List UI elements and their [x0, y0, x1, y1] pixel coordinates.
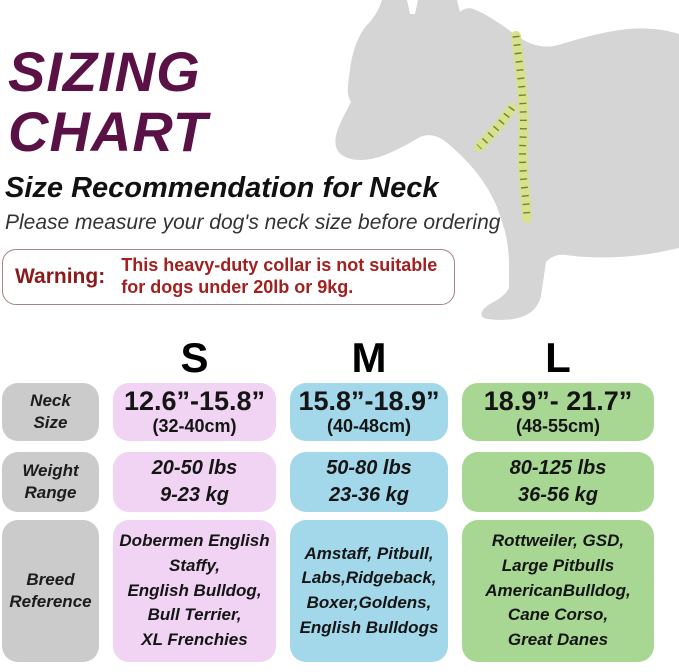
breed-reference-s: Dobermen English Staffy, English Bulldog…	[113, 520, 276, 662]
warning-message: This heavy-duty collar is not suitable f…	[121, 255, 438, 297]
size-header-l: L	[545, 334, 571, 381]
row-label-breed-reference: Breed Reference	[2, 520, 99, 662]
subtitle: Size Recommendation for Neck	[5, 172, 439, 204]
breed-reference-m: Amstaff, Pitbull, Labs,Ridgeback, Boxer,…	[290, 520, 448, 662]
weight-range-s: 20-50 lbs 9-23 kg	[113, 452, 276, 512]
measure-note: Please measure your dog's neck size befo…	[5, 211, 501, 234]
weight-range-s-text: 20-50 lbs 9-23 kg	[151, 457, 238, 506]
neck-size-m-cm: (40-48cm)	[326, 415, 412, 436]
sizing-table: S M L Neck Size 12.6”-15.8” (32-40cm) 15…	[2, 333, 654, 662]
weight-range-m: 50-80 lbs 23-36 kg	[290, 452, 448, 512]
warning-box: Warning: This heavy-duty collar is not s…	[2, 249, 455, 305]
measuring-tape	[511, 31, 532, 223]
measuring-tape-branch	[474, 103, 517, 152]
page-title: SIZING CHART	[8, 42, 208, 162]
neck-size-m: 15.8”-18.9” (40-48cm)	[290, 383, 448, 441]
neck-size-l: 18.9”- 21.7” (48-55cm)	[462, 383, 654, 441]
breed-reference-s-text: Dobermen English Staffy, English Bulldog…	[119, 531, 270, 649]
row-label-weight-range: Weight Range	[2, 452, 99, 512]
neck-size-s-cm: (32-40cm)	[152, 415, 237, 436]
neck-size-s: 12.6”-15.8” (32-40cm)	[113, 383, 276, 441]
weight-range-l-text: 80-125 lbs 36-56 kg	[509, 457, 607, 506]
dog-silhouette-with-measuring-tape-image	[335, 0, 679, 320]
neck-size-l-cm: (48-55cm)	[515, 415, 601, 436]
size-header-m: M	[351, 334, 387, 381]
neck-size-s-inches: 12.6”-15.8”	[123, 386, 266, 417]
breed-reference-l-text: Rottweiler, GSD, Large Pitbulls American…	[485, 531, 631, 649]
weight-range-m-text: 50-80 lbs 23-36 kg	[326, 457, 412, 506]
dog-illustration	[330, 0, 679, 320]
dog-silhouette	[335, 0, 679, 320]
weight-range-l: 80-125 lbs 36-56 kg	[462, 452, 654, 512]
neck-size-l-inches: 18.9”- 21.7”	[483, 386, 633, 417]
row-label-neck-size: Neck Size	[2, 383, 99, 441]
size-header-s: S	[180, 334, 209, 381]
breed-reference-l: Rottweiler, GSD, Large Pitbulls American…	[462, 520, 654, 662]
breed-reference-m-text: Amstaff, Pitbull, Labs,Ridgeback, Boxer,…	[299, 543, 439, 637]
neck-size-m-inches: 15.8”-18.9”	[298, 386, 440, 417]
warning-label: Warning:	[15, 265, 106, 288]
page-title-line2: CHART	[8, 99, 208, 163]
page-title-line1: SIZING	[8, 40, 201, 103]
